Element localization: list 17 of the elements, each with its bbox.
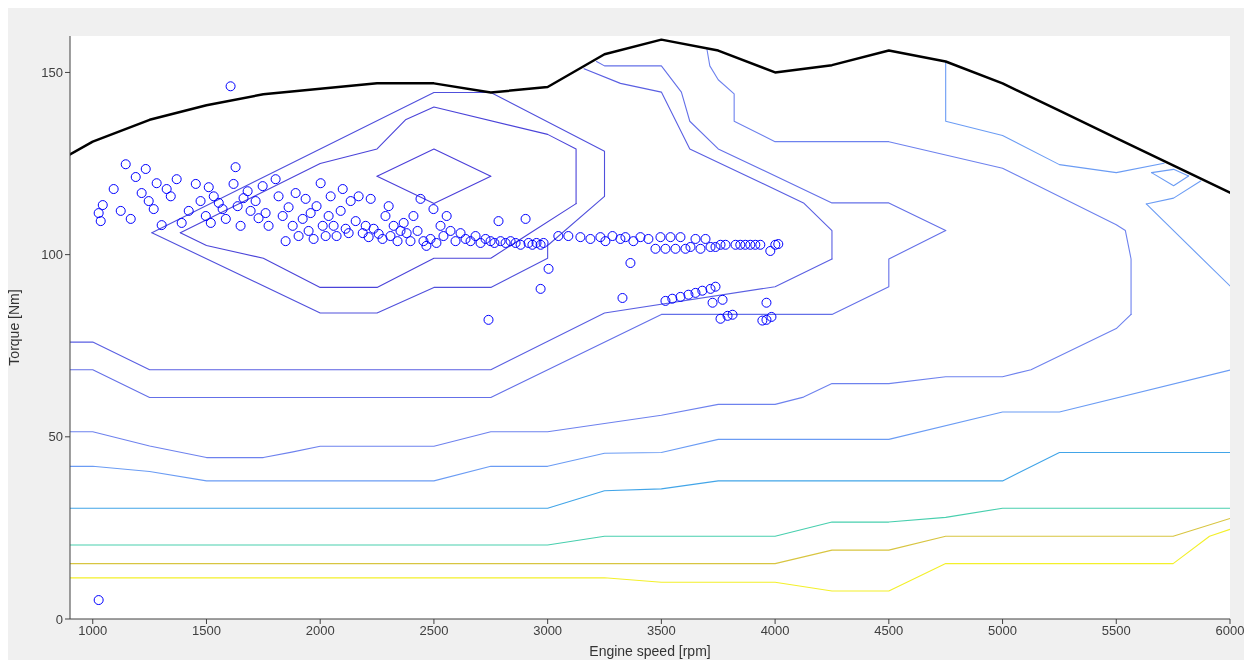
x-tick-label: 5500 [1101,623,1131,639]
x-tick-label: 5000 [988,623,1018,639]
y-tick-label: 100 [41,247,63,263]
x-tick-label: 6000 [1215,623,1245,639]
x-tick-label: 2500 [419,623,449,639]
x-tick-label: 4500 [874,623,904,639]
x-tick-label: 4000 [760,623,790,639]
y-axis-title: Torque [Nm] [5,289,22,366]
x-tick-label: 2000 [305,623,335,639]
x-tick-label: 3000 [533,623,563,639]
x-tick-label: 1000 [78,623,108,639]
y-tick-label: 50 [48,429,63,445]
y-tick-label: 150 [41,65,63,81]
x-tick-label: 3500 [646,623,676,639]
x-tick-label: 1500 [192,623,221,639]
x-axis-title: Engine speed [rpm] [589,643,711,659]
y-tick-label: 0 [55,611,63,627]
